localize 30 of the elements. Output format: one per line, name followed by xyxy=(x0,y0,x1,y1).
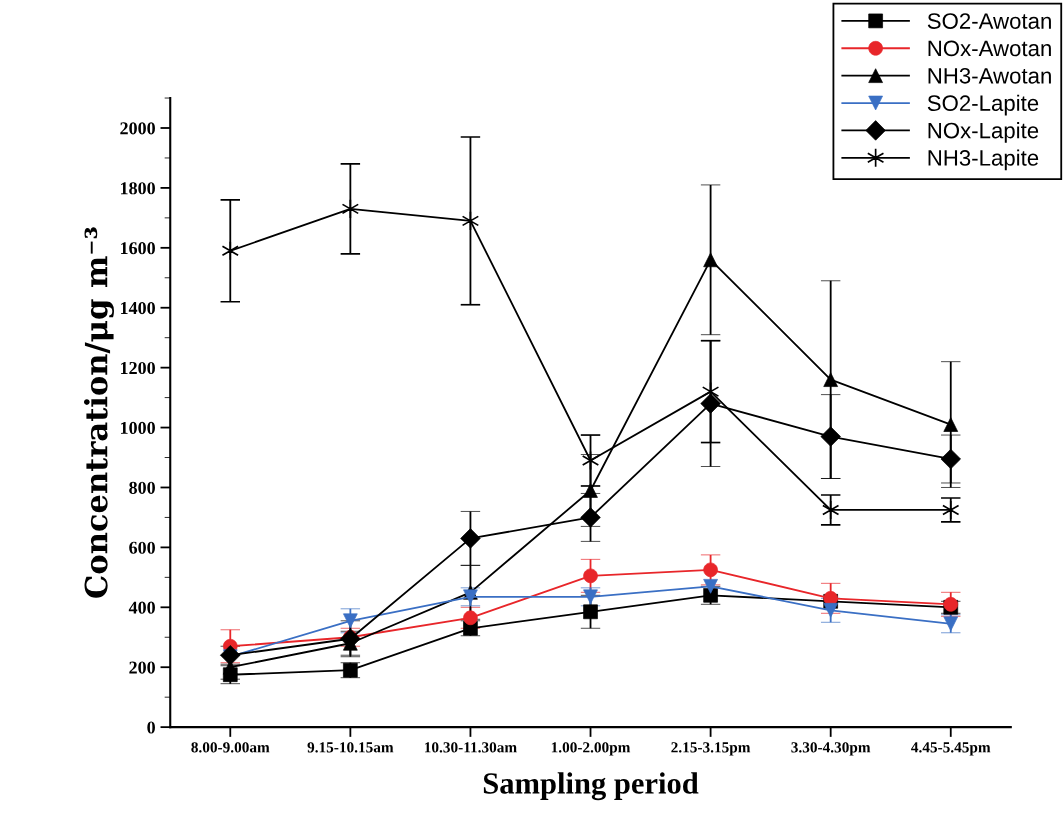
x-axis-title: Sampling period xyxy=(483,772,699,801)
point xyxy=(820,426,841,447)
y-tick-label: 2000 xyxy=(120,122,155,135)
y-tick-label: 400 xyxy=(128,601,155,614)
point xyxy=(823,372,838,387)
x-tick-label: 4.45-5.45pm xyxy=(911,742,991,756)
legend-label: NH3-Lapite xyxy=(928,149,1039,171)
point xyxy=(221,240,239,261)
x-tick-label: 3.30-4.30pm xyxy=(791,742,871,756)
legend-label: NOx-Lapite xyxy=(928,122,1039,143)
y-tick-label: 1800 xyxy=(120,182,155,195)
y-axis-title: Concentration/μg m⁻³ xyxy=(83,227,114,598)
y-tick-label: 1200 xyxy=(120,361,155,375)
y-tick-label: 1000 xyxy=(120,421,155,435)
x-tick-label: 10.30-11.30am xyxy=(424,742,517,753)
y-tick-label: 600 xyxy=(129,541,155,554)
y-tick-label: 1400 xyxy=(120,301,155,315)
y-tick-label: 200 xyxy=(129,661,155,674)
legend-label: NOx-Awotan xyxy=(928,40,1051,57)
x-tick-label: 8.00-9.00am xyxy=(191,742,270,753)
point xyxy=(822,500,840,520)
y-tick-label: 0 xyxy=(147,721,155,734)
legend-label: SO2-Awotan xyxy=(927,13,1051,29)
y-tick-label: 800 xyxy=(129,481,155,494)
y-tick-label: 1600 xyxy=(120,242,155,255)
legend-label: SO2-Lapite xyxy=(927,94,1039,116)
x-tick-label: 1.00-2.00pm xyxy=(551,742,631,756)
x-tick-label: 2.15-3.15pm xyxy=(671,742,751,756)
x-tick-label: 9.15-10.15am xyxy=(307,742,394,753)
legend-label: NH3-Awotan xyxy=(928,67,1051,84)
